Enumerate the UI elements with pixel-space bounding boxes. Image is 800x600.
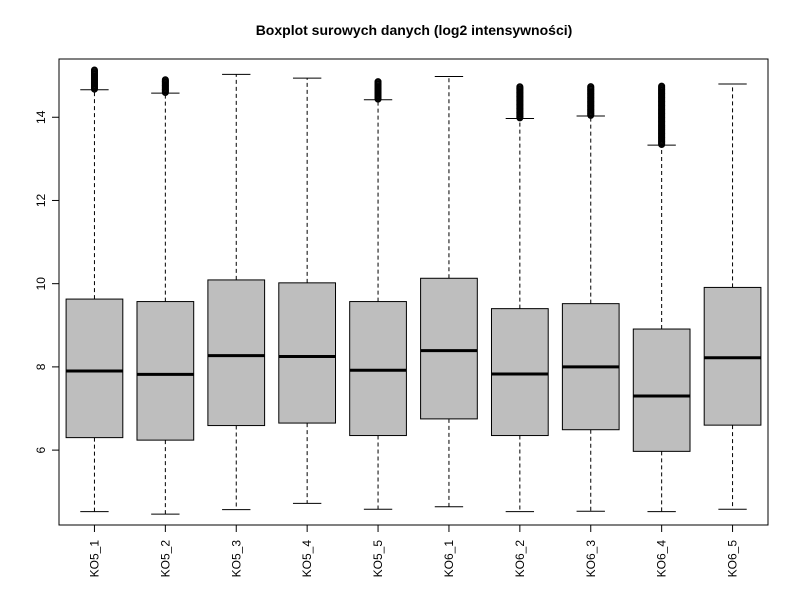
- box-ko6-4: [632, 82, 691, 513]
- iqr-box: [207, 279, 266, 427]
- x-tick-label: KO5_3: [229, 540, 243, 578]
- outlier-points: [516, 83, 524, 122]
- outlier-points: [658, 82, 666, 149]
- x-tick-label: KO5_4: [300, 540, 314, 578]
- iqr-box: [490, 308, 549, 437]
- outlier-point: [516, 83, 524, 91]
- box-series: [65, 66, 762, 515]
- outlier-point: [658, 82, 666, 90]
- chart-title: Boxplot surowych danych (log2 intensywno…: [256, 22, 573, 38]
- box-ko5-3: [207, 73, 266, 511]
- iqr-box: [349, 301, 407, 437]
- outlier-points: [374, 78, 382, 103]
- iqr-box: [420, 277, 478, 420]
- x-tick-label: KO6_4: [655, 540, 669, 578]
- iqr-box: [65, 298, 124, 439]
- outlier-point: [90, 66, 98, 74]
- box-ko6-2: [490, 83, 549, 513]
- box-ko5-5: [349, 78, 407, 510]
- iqr-box: [632, 328, 691, 452]
- box-ko5-4: [278, 77, 337, 504]
- x-tick-label: KO6_2: [513, 540, 527, 578]
- x-axis: KO5_1 KO5_2 KO5_3 KO5_4 KO5_5 KO6_1 KO6_2 KO6_3…: [87, 524, 740, 578]
- outlier-points: [587, 83, 595, 119]
- x-tick-label: KO6_3: [584, 540, 598, 578]
- box-ko6-1: [420, 75, 478, 508]
- x-tick-label: KO5_5: [371, 540, 385, 578]
- box-ko6-5: [703, 83, 762, 510]
- x-tick-label: KO6_5: [726, 540, 740, 578]
- outlier-point: [161, 76, 169, 84]
- box-ko5-1: [65, 66, 124, 513]
- box-ko5-2: [136, 76, 195, 515]
- y-tick-label: 10: [34, 277, 48, 291]
- y-tick-label: 14: [34, 110, 48, 124]
- y-tick-label: 12: [34, 193, 48, 207]
- outlier-points: [90, 66, 98, 93]
- y-tick-label: 6: [34, 446, 48, 453]
- outlier-point: [587, 83, 595, 91]
- outlier-point: [374, 78, 382, 86]
- iqr-box: [278, 282, 337, 424]
- x-tick-label: KO5_1: [87, 540, 101, 578]
- y-tick-label: 8: [34, 363, 48, 370]
- outlier-points: [161, 76, 169, 97]
- x-tick-label: KO5_2: [158, 540, 172, 578]
- iqr-box: [136, 301, 195, 441]
- box-ko6-3: [561, 83, 620, 512]
- x-tick-label: KO6_1: [442, 540, 456, 578]
- y-axis: 6 8 10 12 14: [34, 110, 60, 453]
